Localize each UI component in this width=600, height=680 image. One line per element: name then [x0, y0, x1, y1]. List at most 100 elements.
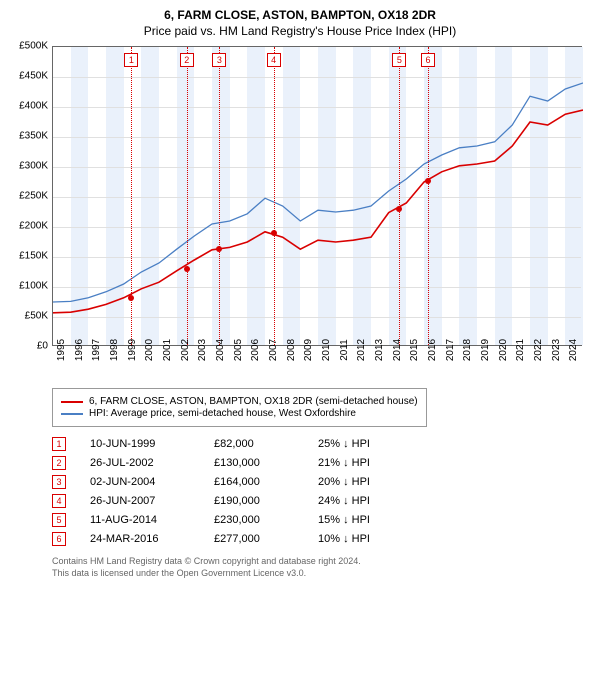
series-PricePaid: [53, 110, 583, 313]
transaction-price: £190,000: [214, 495, 294, 507]
event-line: [187, 47, 188, 345]
transaction-row: 3 02-JUN-2004 £164,000 20% ↓ HPI: [52, 475, 588, 489]
y-tick-label: £400K: [19, 101, 48, 112]
x-tick-label: 2017: [445, 339, 456, 361]
transactions-table: 1 10-JUN-1999 £82,000 25% ↓ HPI 2 26-JUL-2002…: [52, 437, 588, 546]
transaction-date: 24-MAR-2016: [90, 533, 190, 545]
transaction-date: 11-AUG-2014: [90, 514, 190, 526]
x-tick-label: 2006: [250, 339, 261, 361]
transaction-price: £130,000: [214, 457, 294, 469]
transaction-date: 02-JUN-2004: [90, 476, 190, 488]
x-tick-label: 1999: [127, 339, 138, 361]
y-tick-label: £0: [37, 341, 48, 352]
x-tick-label: 2018: [462, 339, 473, 361]
legend-item-price-paid: 6, FARM CLOSE, ASTON, BAMPTON, OX18 2DR …: [61, 396, 418, 407]
chart-area: £0 £50K £100K £150K £200K £250K £300K £350K £400…: [12, 46, 588, 380]
x-tick-label: 2021: [515, 339, 526, 361]
x-tick-label: 2024: [568, 339, 579, 361]
sale-dot: [128, 295, 134, 301]
event-line: [399, 47, 400, 345]
event-marker: 6: [421, 53, 435, 67]
x-tick-label: 2007: [268, 339, 279, 361]
transaction-index: 1: [52, 437, 66, 451]
transaction-index: 2: [52, 456, 66, 470]
x-tick-label: 1996: [74, 339, 85, 361]
y-tick-label: £100K: [19, 281, 48, 292]
transaction-date: 10-JUN-1999: [90, 438, 190, 450]
y-tick-label: £200K: [19, 221, 48, 232]
legend-swatch: [61, 413, 83, 415]
x-tick-label: 2020: [498, 339, 509, 361]
event-marker: 4: [267, 53, 281, 67]
x-tick-label: 2004: [215, 339, 226, 361]
x-tick-label: 2022: [533, 339, 544, 361]
event-line: [274, 47, 275, 345]
chart-title: 6, FARM CLOSE, ASTON, BAMPTON, OX18 2DR: [12, 8, 588, 22]
event-line: [428, 47, 429, 345]
transaction-index: 3: [52, 475, 66, 489]
x-tick-label: 2016: [427, 339, 438, 361]
transaction-index: 5: [52, 513, 66, 527]
y-tick-label: £250K: [19, 191, 48, 202]
plot-area: 1 2 3 4 5 6: [52, 46, 582, 346]
x-tick-label: 2005: [233, 339, 244, 361]
x-tick-label: 2002: [180, 339, 191, 361]
legend-label: 6, FARM CLOSE, ASTON, BAMPTON, OX18 2DR …: [89, 396, 418, 407]
y-tick-label: £500K: [19, 41, 48, 52]
x-tick-label: 2000: [144, 339, 155, 361]
x-tick-label: 2023: [551, 339, 562, 361]
sale-dot: [425, 178, 431, 184]
line-series: [53, 47, 583, 347]
legend-item-hpi: HPI: Average price, semi-detached house,…: [61, 408, 418, 419]
transaction-diff: 25% ↓ HPI: [318, 438, 408, 450]
y-tick-label: £450K: [19, 71, 48, 82]
event-line: [219, 47, 220, 345]
event-marker: 3: [212, 53, 226, 67]
sale-dot: [396, 206, 402, 212]
sale-dot: [184, 266, 190, 272]
footer-line: This data is licensed under the Open Gov…: [52, 568, 588, 580]
x-axis: 1995199619971998199920002001200220032004…: [52, 346, 582, 380]
transaction-diff: 20% ↓ HPI: [318, 476, 408, 488]
legend-swatch: [61, 401, 83, 403]
transaction-date: 26-JUL-2002: [90, 457, 190, 469]
footer-attribution: Contains HM Land Registry data © Crown c…: [52, 556, 588, 579]
event-marker: 1: [124, 53, 138, 67]
sale-dot: [271, 230, 277, 236]
x-tick-label: 1998: [109, 339, 120, 361]
transaction-date: 26-JUN-2007: [90, 495, 190, 507]
transaction-diff: 21% ↓ HPI: [318, 457, 408, 469]
x-tick-label: 1997: [91, 339, 102, 361]
transaction-price: £277,000: [214, 533, 294, 545]
legend: 6, FARM CLOSE, ASTON, BAMPTON, OX18 2DR …: [52, 388, 427, 427]
transaction-row: 1 10-JUN-1999 £82,000 25% ↓ HPI: [52, 437, 588, 451]
y-tick-label: £50K: [25, 311, 48, 322]
x-tick-label: 2013: [374, 339, 385, 361]
transaction-index: 4: [52, 494, 66, 508]
x-tick-label: 2001: [162, 339, 173, 361]
event-marker: 2: [180, 53, 194, 67]
transaction-price: £164,000: [214, 476, 294, 488]
y-tick-label: £350K: [19, 131, 48, 142]
transaction-diff: 15% ↓ HPI: [318, 514, 408, 526]
y-axis: £0£50K£100K£150K£200K£250K£300K£350K£400…: [12, 46, 50, 346]
event-marker: 5: [392, 53, 406, 67]
x-tick-label: 2015: [409, 339, 420, 361]
x-tick-label: 2012: [356, 339, 367, 361]
transaction-row: 6 24-MAR-2016 £277,000 10% ↓ HPI: [52, 532, 588, 546]
legend-label: HPI: Average price, semi-detached house,…: [89, 408, 356, 419]
transaction-diff: 10% ↓ HPI: [318, 533, 408, 545]
transaction-price: £230,000: [214, 514, 294, 526]
transaction-price: £82,000: [214, 438, 294, 450]
transaction-index: 6: [52, 532, 66, 546]
footer-line: Contains HM Land Registry data © Crown c…: [52, 556, 588, 568]
transaction-row: 5 11-AUG-2014 £230,000 15% ↓ HPI: [52, 513, 588, 527]
transaction-diff: 24% ↓ HPI: [318, 495, 408, 507]
transaction-row: 2 26-JUL-2002 £130,000 21% ↓ HPI: [52, 456, 588, 470]
x-tick-label: 2011: [339, 339, 350, 361]
transaction-row: 4 26-JUN-2007 £190,000 24% ↓ HPI: [52, 494, 588, 508]
x-tick-label: 2009: [303, 339, 314, 361]
sale-dot: [216, 246, 222, 252]
y-tick-label: £150K: [19, 251, 48, 262]
y-tick-label: £300K: [19, 161, 48, 172]
